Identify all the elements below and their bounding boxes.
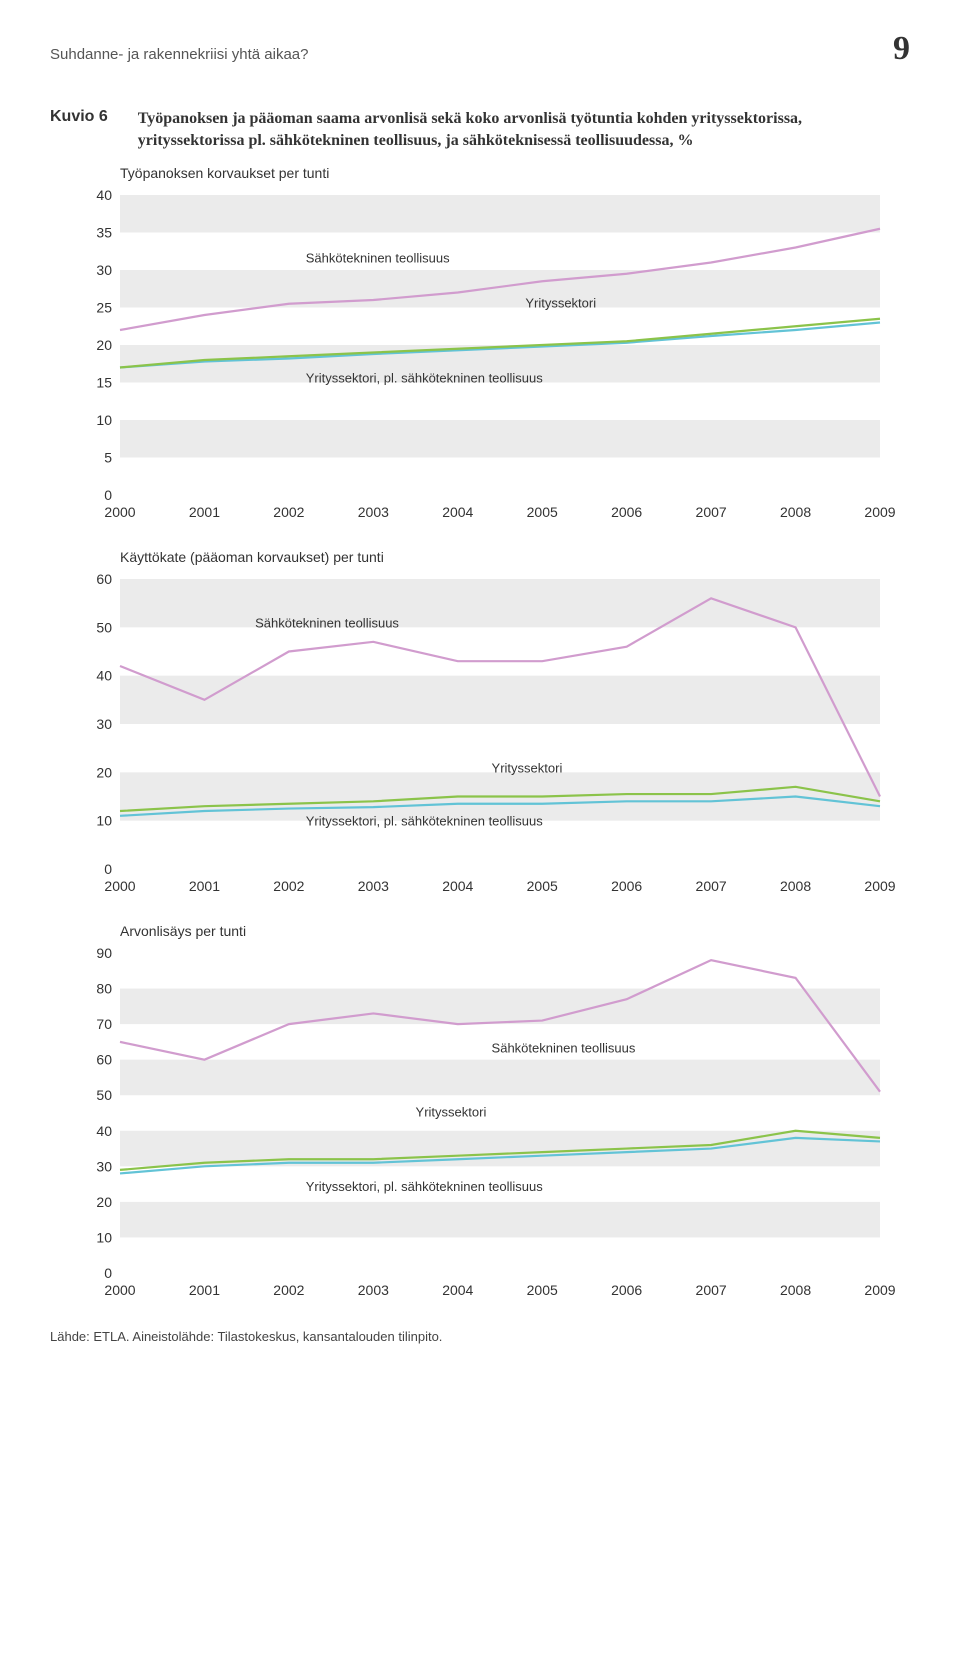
x-tick-label: 2001 bbox=[189, 1282, 220, 1298]
x-tick-label: 2006 bbox=[611, 504, 642, 520]
grid-band bbox=[120, 1202, 880, 1238]
y-tick-label: 10 bbox=[96, 412, 112, 428]
y-tick-label: 80 bbox=[96, 981, 112, 997]
x-tick-label: 2009 bbox=[864, 504, 895, 520]
page-number: 9 bbox=[893, 30, 910, 68]
x-tick-label: 2002 bbox=[273, 1282, 304, 1298]
charts-container: Työpanoksen korvaukset per tunti 0 5 10 15 20… bbox=[50, 165, 910, 1313]
chart-svg: 0 5 10 15 20 25 30 35 40 2000 2001 2002 2003 2004 2005… bbox=[70, 185, 900, 535]
x-tick-label: 2001 bbox=[189, 504, 220, 520]
x-tick-label: 2007 bbox=[696, 1282, 727, 1298]
series-label-pl: Yrityssektori, pl. sähkötekninen teollis… bbox=[306, 1179, 544, 1194]
y-tick-label: 35 bbox=[96, 225, 112, 241]
x-tick-label: 2006 bbox=[611, 1282, 642, 1298]
x-tick-label: 2002 bbox=[273, 878, 304, 894]
chart-svg: 0 10 20 30 40 50 60 70 80 90 2000 2001 2002 2003 2004 2… bbox=[70, 943, 900, 1313]
y-tick-label: 20 bbox=[96, 1194, 112, 1210]
y-tick-label: 50 bbox=[96, 620, 112, 636]
series-label-sahko: Sähkötekninen teollisuus bbox=[492, 1041, 636, 1056]
grid-band bbox=[120, 1060, 880, 1096]
x-tick-label: 2001 bbox=[189, 878, 220, 894]
header: Suhdanne- ja rakennekriisi yhtä aikaa? 9 bbox=[50, 30, 910, 68]
y-tick-label: 30 bbox=[96, 716, 112, 732]
page: Suhdanne- ja rakennekriisi yhtä aikaa? 9… bbox=[0, 0, 960, 1384]
y-tick-label: 25 bbox=[96, 300, 112, 316]
series-label-sahko: Sähkötekninen teollisuus bbox=[255, 616, 399, 631]
figure-description: Työpanoksen ja pääoman saama arvonlisä s… bbox=[138, 108, 838, 151]
series-label-pl: Yrityssektori, pl. sähkötekninen teollis… bbox=[306, 371, 544, 386]
figure-number: Kuvio 6 bbox=[50, 108, 108, 151]
y-tick-label: 0 bbox=[104, 487, 112, 503]
y-tick-label: 15 bbox=[96, 375, 112, 391]
series-label-yritys: Yrityssektori bbox=[525, 296, 596, 311]
series-label-pl: Yrityssektori, pl. sähkötekninen teollis… bbox=[306, 814, 544, 829]
chart-title: Työpanoksen korvaukset per tunti bbox=[120, 165, 900, 181]
y-tick-label: 10 bbox=[96, 813, 112, 829]
chart-title: Arvonlisäys per tunti bbox=[120, 923, 900, 939]
x-tick-label: 2003 bbox=[358, 1282, 389, 1298]
grid-band bbox=[120, 989, 880, 1025]
y-tick-label: 0 bbox=[104, 861, 112, 877]
y-tick-label: 60 bbox=[96, 1052, 112, 1068]
x-tick-label: 2005 bbox=[527, 504, 558, 520]
y-tick-label: 30 bbox=[96, 1159, 112, 1175]
x-tick-label: 2000 bbox=[104, 504, 135, 520]
y-tick-label: 40 bbox=[96, 1123, 112, 1139]
x-tick-label: 2004 bbox=[442, 1282, 473, 1298]
series-label-yritys: Yrityssektori bbox=[492, 761, 563, 776]
x-tick-label: 2008 bbox=[780, 878, 811, 894]
y-tick-label: 10 bbox=[96, 1230, 112, 1246]
grid-band bbox=[120, 270, 880, 308]
x-tick-label: 2009 bbox=[864, 1282, 895, 1298]
x-tick-label: 2000 bbox=[104, 878, 135, 894]
chart-0: Työpanoksen korvaukset per tunti 0 5 10 15 20… bbox=[70, 165, 900, 535]
chart-1: Käyttökate (pääoman korvaukset) per tunt… bbox=[70, 549, 900, 909]
x-tick-label: 2003 bbox=[358, 504, 389, 520]
x-tick-label: 2005 bbox=[527, 878, 558, 894]
x-tick-label: 2008 bbox=[780, 504, 811, 520]
y-tick-label: 30 bbox=[96, 262, 112, 278]
x-tick-label: 2004 bbox=[442, 878, 473, 894]
chart-svg: 0 10 20 30 40 50 60 2000 2001 2002 2003 2004 2005 200… bbox=[70, 569, 900, 909]
y-tick-label: 50 bbox=[96, 1087, 112, 1103]
y-tick-label: 60 bbox=[96, 571, 112, 587]
x-tick-label: 2008 bbox=[780, 1282, 811, 1298]
chart-title: Käyttökate (pääoman korvaukset) per tunt… bbox=[120, 549, 900, 565]
x-tick-label: 2002 bbox=[273, 504, 304, 520]
grid-band bbox=[120, 420, 880, 458]
x-tick-label: 2000 bbox=[104, 1282, 135, 1298]
source-line: Lähde: ETLA. Aineistolähde: Tilastokesku… bbox=[50, 1329, 910, 1344]
y-tick-label: 0 bbox=[104, 1265, 112, 1281]
grid-band bbox=[120, 195, 880, 233]
doc-title: Suhdanne- ja rakennekriisi yhtä aikaa? bbox=[50, 46, 309, 63]
chart-2: Arvonlisäys per tunti 0 10 20 30 40 50 60 70 80 90… bbox=[70, 923, 900, 1313]
x-tick-label: 2009 bbox=[864, 878, 895, 894]
x-tick-label: 2005 bbox=[527, 1282, 558, 1298]
x-tick-label: 2004 bbox=[442, 504, 473, 520]
y-tick-label: 20 bbox=[96, 765, 112, 781]
y-tick-label: 70 bbox=[96, 1016, 112, 1032]
x-tick-label: 2007 bbox=[696, 504, 727, 520]
x-tick-label: 2007 bbox=[696, 878, 727, 894]
figure-caption-row: Kuvio 6 Työpanoksen ja pääoman saama arv… bbox=[50, 108, 910, 151]
y-tick-label: 90 bbox=[96, 945, 112, 961]
x-tick-label: 2006 bbox=[611, 878, 642, 894]
series-label-yritys: Yrityssektori bbox=[416, 1105, 487, 1120]
series-label-sahko: Sähkötekninen teollisuus bbox=[306, 251, 450, 266]
y-tick-label: 20 bbox=[96, 337, 112, 353]
grid-band bbox=[120, 579, 880, 627]
y-tick-label: 40 bbox=[96, 668, 112, 684]
y-tick-label: 40 bbox=[96, 187, 112, 203]
x-tick-label: 2003 bbox=[358, 878, 389, 894]
y-tick-label: 5 bbox=[104, 450, 112, 466]
